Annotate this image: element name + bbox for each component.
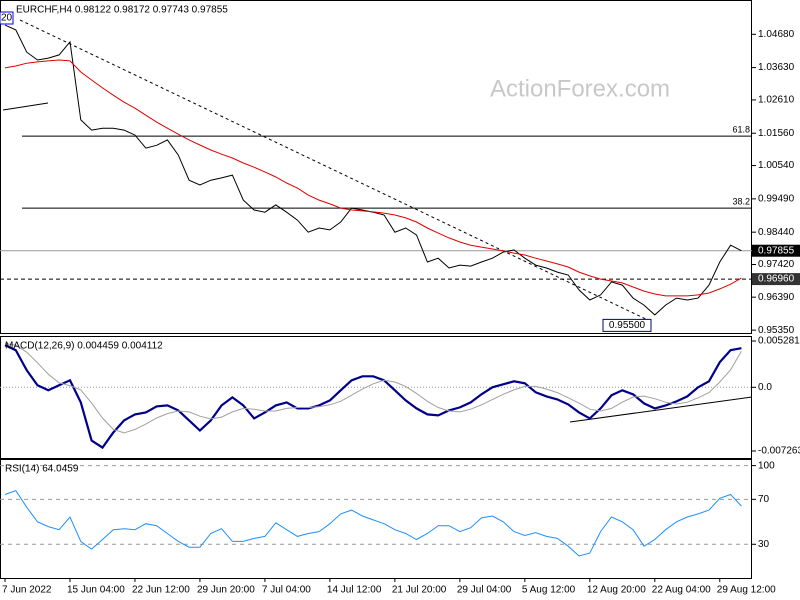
level-box — [752, 273, 800, 286]
trend-line — [569, 396, 753, 423]
fib-label: 38.2 — [732, 196, 750, 206]
corner-box — [0, 11, 14, 25]
y-tick-label: 0.95350 — [758, 325, 795, 336]
x-tick-label: 21 Jul 20:00 — [392, 585, 447, 596]
level-box — [752, 244, 800, 257]
series-line — [4, 489, 742, 557]
x-tick-label: 29 Aug 12:00 — [717, 585, 776, 596]
macd-panel — [0, 336, 752, 459]
y-tick-label: 30 — [758, 539, 770, 550]
y-tick-label: 1.01560 — [758, 128, 795, 139]
rsi-panel — [0, 459, 752, 579]
y-tick-label: 0.005281 — [758, 336, 800, 347]
y-tick-label: 0.97420 — [758, 259, 795, 270]
panel-title: EURCHF,H4 0.98122 0.98172 0.97743 0.9785… — [16, 5, 228, 16]
y-tick-label: 1.04680 — [758, 29, 795, 40]
x-tick-label: 15 Jun 04:00 — [67, 585, 125, 596]
x-tick-label: 7 Jun 2022 — [2, 585, 52, 596]
y-tick-label: 100 — [758, 460, 775, 471]
series-line — [4, 344, 742, 450]
level-label: 0.97855 — [758, 245, 795, 256]
series-line — [4, 343, 742, 434]
trend-line — [2, 102, 49, 111]
low-label: 0.95500 — [609, 320, 646, 331]
series-line — [4, 24, 742, 316]
series-line — [4, 59, 742, 297]
y-tick-label: 0.98440 — [758, 227, 795, 238]
x-tick-label: 14 Jul 12:00 — [327, 585, 382, 596]
x-tick-label: 5 Aug 12:00 — [522, 585, 576, 596]
low-box — [602, 318, 652, 332]
y-tick-label: 1.00540 — [758, 160, 795, 171]
x-tick-label: 29 Jun 20:00 — [197, 585, 255, 596]
y-tick-label: -0.007263 — [758, 446, 800, 457]
watermark: ActionForex.com — [490, 75, 670, 102]
x-tick-label: 7 Jul 04:00 — [262, 585, 311, 596]
y-tick-label: 0.0 — [758, 382, 772, 393]
x-tick-label: 22 Jun 12:00 — [132, 585, 190, 596]
x-tick-label: 12 Aug 20:00 — [587, 585, 646, 596]
y-tick-label: 1.03630 — [758, 62, 795, 73]
level-label: 0.96960 — [758, 274, 795, 285]
y-tick-label: 0.96390 — [758, 292, 795, 303]
corner-label: 20 — [1, 13, 13, 24]
trend-line — [19, 19, 653, 323]
y-tick-label: 1.02610 — [758, 95, 795, 106]
price-panel — [0, 0, 752, 334]
y-tick-label: 70 — [758, 494, 770, 505]
x-tick-label: 22 Aug 04:00 — [652, 585, 711, 596]
panel-title: RSI(14) 64.0459 — [5, 464, 79, 475]
panel-title: MACD(12,26,9) 0.004459 0.004112 — [5, 341, 163, 352]
fib-label: 61.8 — [732, 124, 750, 134]
x-tick-label: 29 Jul 04:00 — [457, 585, 512, 596]
y-tick-label: 0.99490 — [758, 194, 795, 205]
